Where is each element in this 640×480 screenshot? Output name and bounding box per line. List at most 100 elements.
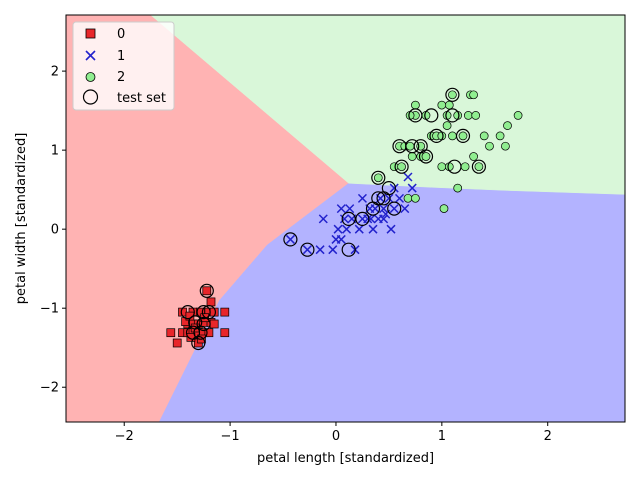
data-point-class-1	[302, 245, 312, 255]
test-set-marker	[199, 283, 214, 298]
data-point-class-1	[336, 204, 346, 214]
data-point-class-1	[339, 214, 349, 224]
data-point-class-1	[379, 204, 389, 214]
data-point-class-1	[386, 224, 396, 234]
data-point-class-2	[479, 131, 489, 141]
data-point-class-2	[403, 193, 413, 203]
test-set-marker	[355, 211, 370, 226]
data-point-class-2	[442, 121, 452, 130]
test-set-marker	[300, 242, 315, 257]
data-point-class-2	[474, 162, 484, 172]
test-set-marker	[447, 159, 462, 174]
legend-label-class-0: 0	[117, 27, 125, 42]
plot-frame	[65, 14, 626, 423]
data-point-class-1	[368, 224, 378, 234]
data-point-class-1	[318, 214, 328, 224]
test-set-marker	[371, 170, 386, 185]
data-point-class-1	[363, 214, 373, 224]
test-set-marker	[341, 211, 356, 226]
test-set-marker	[371, 191, 386, 206]
data-point-class-2	[448, 131, 457, 141]
y-axis-label: petal width [standardized]	[14, 133, 29, 305]
data-point-class-2	[397, 162, 406, 172]
test-set-marker	[188, 315, 203, 330]
test-set-marker	[429, 128, 444, 143]
legend-marker-class-2	[85, 72, 96, 82]
data-point-class-1	[389, 183, 399, 193]
data-point-class-1	[328, 245, 338, 255]
data-point-class-2	[471, 111, 481, 120]
test-set-marker	[405, 139, 420, 154]
data-point-class-2	[503, 121, 512, 130]
data-point-class-2	[485, 141, 494, 151]
data-point-class-2	[448, 90, 457, 100]
test-set-marker	[408, 108, 423, 123]
test-set-marker	[341, 242, 356, 257]
x-tick-label: −2	[115, 429, 134, 444]
data-point-class-2	[501, 141, 510, 151]
data-point-class-1	[403, 172, 413, 182]
data-point-class-2	[453, 183, 463, 193]
data-point-class-0	[206, 297, 216, 307]
x-tick-label: −1	[221, 429, 240, 444]
test-set-marker	[424, 108, 439, 123]
y-tick-label: −2	[40, 381, 59, 396]
data-points	[166, 90, 523, 348]
x-axis-label: petal length [standardized]	[257, 451, 434, 466]
data-point-class-1	[370, 204, 380, 214]
x-tick-label: 1	[438, 429, 446, 444]
data-point-class-0	[220, 328, 230, 338]
data-point-class-2	[405, 141, 415, 151]
data-point-class-2	[458, 131, 468, 141]
test-set-marker	[387, 201, 402, 216]
test-set-marker	[418, 149, 434, 164]
test-set-marker	[381, 181, 396, 196]
data-point-class-1	[400, 204, 410, 214]
test-set-marker	[196, 316, 211, 332]
y-tick-label: 1	[51, 144, 59, 159]
legend-label-test-set: test set	[117, 91, 166, 106]
data-point-class-2	[513, 111, 523, 120]
data-point-class-1	[345, 204, 355, 214]
data-point-class-2	[437, 162, 447, 172]
y-tick-label: 2	[51, 65, 59, 80]
legend-box	[72, 21, 175, 111]
x-axis-ticks: −2 −1 0 1 2	[115, 422, 552, 444]
test-set-marker	[394, 159, 409, 174]
legend-label-class-1: 1	[117, 49, 125, 64]
data-point-class-1	[389, 204, 399, 214]
data-point-class-2	[407, 152, 417, 161]
data-point-class-2	[460, 162, 470, 172]
data-point-class-1	[336, 234, 346, 244]
data-point-class-2	[437, 100, 447, 110]
test-set-marker	[191, 335, 206, 351]
data-point-class-0	[220, 307, 230, 317]
data-point-class-2	[373, 173, 383, 183]
test-set-marker	[445, 108, 460, 123]
data-point-class-2	[469, 152, 478, 161]
data-point-class-2	[421, 152, 431, 161]
data-point-class-0	[209, 319, 219, 329]
legend-marker-class-1	[85, 50, 96, 61]
test-set-marker	[445, 87, 460, 102]
data-point-class-1	[285, 234, 295, 244]
test-set-marker	[180, 305, 195, 320]
data-point-class-1	[407, 183, 417, 193]
legend: 0 1 2 test set	[72, 21, 175, 111]
data-point-class-0	[202, 286, 212, 296]
data-point-class-2	[389, 162, 399, 172]
data-point-class-1	[357, 193, 367, 203]
test-set-marker	[201, 305, 216, 320]
test-set-marker	[455, 128, 471, 143]
legend-marker-test-set	[82, 89, 99, 105]
data-point-class-0	[166, 328, 176, 338]
data-point-class-2	[411, 100, 420, 110]
legend-label-class-2: 2	[117, 70, 125, 85]
x-tick-label: 0	[332, 429, 340, 444]
test-set-marker	[196, 305, 211, 320]
data-point-class-1	[354, 224, 364, 234]
data-point-class-2	[439, 204, 449, 213]
y-axis-ticks: −2 −1 0 1 2	[40, 65, 66, 396]
y-tick-label: −1	[40, 302, 59, 317]
